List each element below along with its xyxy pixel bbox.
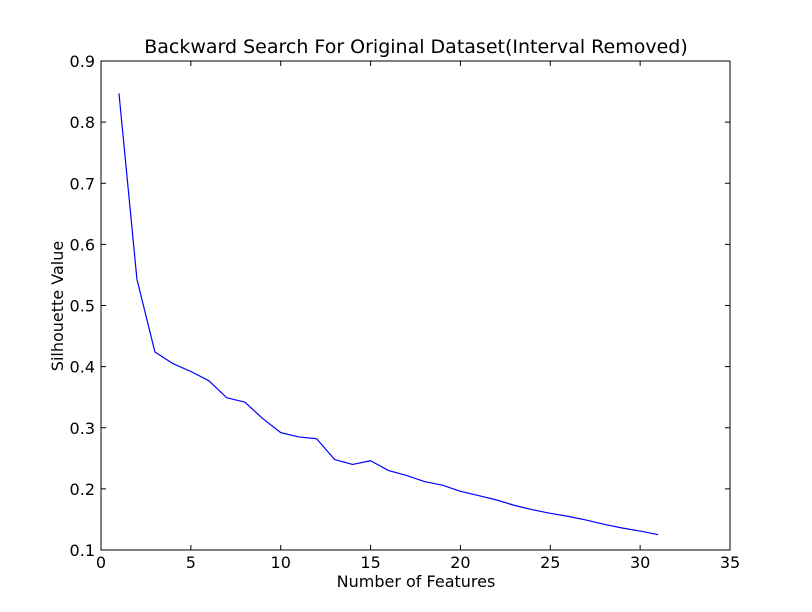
y-tick-label: 0.9	[70, 52, 95, 71]
x-tick-label: 35	[720, 553, 740, 572]
x-tick-label: 10	[271, 553, 291, 572]
x-axis-label: Number of Features	[337, 572, 496, 591]
x-tick-label: 30	[630, 553, 650, 572]
y-tick-label: 0.5	[70, 297, 95, 316]
y-tick-label: 0.2	[70, 480, 95, 499]
axis-ticks: 0 5 10 15 20 25 30 35 0.1 0.2 0.3 0.4 0.5 0.6 0.7 0.8 0.…	[70, 52, 741, 572]
y-axis-label: Silhouette Value	[48, 241, 67, 371]
y-tick-label: 0.8	[70, 113, 95, 132]
x-tick-label: 0	[96, 553, 106, 572]
y-tick-label: 0.4	[70, 358, 95, 377]
plot-frame	[100, 60, 731, 551]
series-line	[118, 93, 659, 536]
series-group	[118, 93, 659, 536]
y-tick-label: 0.6	[70, 235, 95, 254]
x-tick-label: 15	[360, 553, 380, 572]
y-tick-label: 0.3	[70, 419, 95, 438]
x-tick-label: 20	[450, 553, 470, 572]
x-tick-label: 5	[186, 553, 196, 572]
x-tick-label: 25	[540, 553, 560, 572]
y-tick-label: 0.7	[70, 174, 95, 193]
chart-title: Backward Search For Original Dataset(Int…	[144, 36, 688, 58]
y-tick-label: 0.1	[70, 541, 95, 560]
